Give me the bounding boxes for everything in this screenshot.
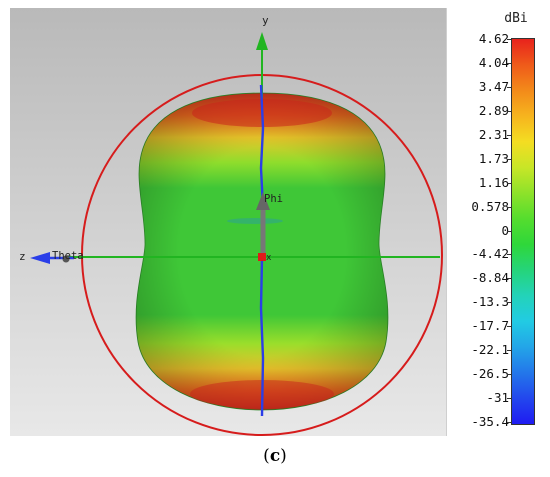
legend-tick-mark bbox=[507, 302, 512, 304]
legend-tick-mark bbox=[507, 422, 512, 423]
caption-label: c bbox=[269, 446, 281, 466]
figure-caption: (c) bbox=[0, 446, 550, 466]
legend-tick-mark bbox=[507, 86, 512, 88]
legend-tick-mark bbox=[507, 158, 512, 160]
legend-tick-label: -4.42 bbox=[471, 246, 509, 262]
legend-tick-mark bbox=[507, 134, 512, 136]
color-scale-legend: dBi 4.62 4.04 3.47 2.89 2.31 1.73 1.16 0.578 0 -4… bbox=[446, 8, 543, 436]
phi-arrow bbox=[256, 192, 270, 210]
legend-tick-label: 0.578 bbox=[471, 198, 509, 214]
legend-tick-label: 2.89 bbox=[478, 102, 509, 118]
legend-tick-label: 3.47 bbox=[478, 78, 509, 94]
legend-tick-mark bbox=[507, 230, 512, 232]
colorbar bbox=[511, 38, 535, 425]
legend-tick-mark bbox=[507, 182, 512, 184]
legend-tick-mark bbox=[507, 374, 512, 376]
legend-tick-label: -26.5 bbox=[471, 366, 509, 382]
legend-tick-label: 1.73 bbox=[478, 150, 509, 166]
legend-tick-mark bbox=[507, 350, 512, 352]
legend-tick-label: 4.04 bbox=[478, 54, 509, 70]
legend-tick-mark bbox=[507, 62, 512, 64]
legend-tick-label: -31 bbox=[486, 390, 509, 406]
legend-tick-mark bbox=[507, 326, 512, 328]
legend-tick-label: -17.7 bbox=[471, 318, 509, 334]
legend-tick-mark bbox=[507, 254, 512, 256]
legend-tick-mark bbox=[507, 206, 512, 208]
caption-open: ( bbox=[263, 446, 270, 466]
legend-tick-mark bbox=[507, 278, 512, 280]
legend-tick-label: 2.31 bbox=[478, 126, 509, 142]
caption-close: ) bbox=[280, 446, 287, 466]
legend-tick-label: 1.16 bbox=[478, 174, 509, 190]
origin-marker bbox=[258, 253, 266, 261]
legend-tick-mark bbox=[507, 398, 512, 400]
legend-tick-label: 0 bbox=[501, 222, 509, 238]
legend-tick-label: -8.84 bbox=[471, 270, 509, 286]
phi-label: Phi bbox=[264, 193, 283, 205]
y-axis-arrow bbox=[256, 32, 268, 50]
legend-tick-mark bbox=[507, 110, 512, 112]
legend-tick-label: -13.3 bbox=[471, 294, 509, 310]
legend-tick-label: -35.4 bbox=[471, 414, 509, 429]
legend-tick-label: -22.1 bbox=[471, 342, 509, 358]
legend-unit: dBi bbox=[504, 11, 528, 26]
legend-tick-mark bbox=[507, 39, 512, 40]
z-axis-arrow bbox=[30, 252, 50, 264]
radiation-pattern-plot: y z Theta Phi x bbox=[19, 14, 443, 436]
theta-label: Theta bbox=[52, 250, 84, 262]
x-axis-label: x bbox=[266, 253, 272, 263]
z-axis-label: z bbox=[19, 250, 26, 263]
legend-tick-label: 4.62 bbox=[478, 31, 509, 46]
y-axis-label: y bbox=[262, 14, 269, 27]
